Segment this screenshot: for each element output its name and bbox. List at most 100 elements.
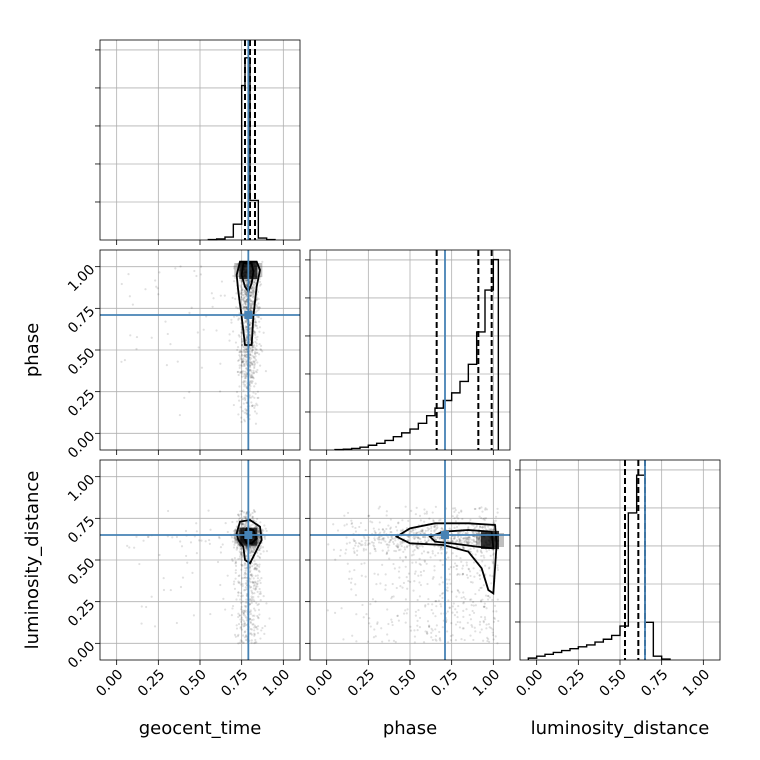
sample-point — [467, 539, 471, 542]
sample-point — [492, 519, 496, 523]
sample-point — [484, 528, 488, 531]
sample-point — [250, 357, 253, 360]
sample-point — [239, 516, 242, 520]
sample-point — [251, 302, 254, 306]
sample-point — [245, 291, 248, 294]
sample-point — [239, 551, 242, 554]
sample-point — [232, 403, 235, 407]
sample-point — [261, 350, 264, 353]
sample-point — [462, 627, 465, 630]
sample-point — [438, 536, 441, 540]
sample-point — [244, 302, 247, 306]
sample-point — [243, 589, 246, 592]
sample-point — [251, 374, 254, 377]
sample-point — [254, 588, 257, 591]
sample-point — [436, 526, 439, 529]
sample-point — [251, 614, 254, 617]
sample-point — [239, 279, 242, 282]
sample-point — [492, 552, 495, 555]
sample-point — [405, 546, 409, 549]
sample-point — [254, 574, 257, 577]
sample-point — [413, 641, 416, 644]
sample-point — [254, 581, 257, 584]
sample-point — [416, 540, 420, 543]
sample-point — [430, 527, 433, 530]
sample-point — [419, 583, 423, 587]
sample-point — [233, 633, 237, 636]
sample-point — [478, 537, 481, 540]
sample-point — [403, 546, 406, 549]
sample-point — [431, 511, 434, 514]
sample-point — [241, 350, 244, 354]
sample-point — [241, 554, 244, 557]
sample-point — [256, 614, 259, 618]
sample-point — [239, 370, 242, 374]
sample-point — [251, 565, 254, 568]
sample-point — [397, 544, 400, 547]
sample-point — [380, 627, 383, 630]
sample-point — [165, 364, 168, 367]
sample-point — [234, 297, 237, 300]
sample-point — [493, 604, 497, 607]
sample-point — [254, 585, 258, 588]
sample-point — [421, 528, 424, 531]
sample-point — [245, 401, 248, 404]
sample-point — [253, 323, 256, 326]
sample-point — [235, 525, 238, 528]
sample-point — [188, 311, 191, 314]
sample-point — [465, 608, 468, 611]
sample-point — [256, 590, 259, 593]
sample-point — [481, 526, 484, 529]
sample-point — [455, 544, 458, 548]
sample-point — [239, 598, 242, 601]
sample-point — [237, 318, 240, 321]
sample-point — [433, 525, 436, 528]
sample-point — [384, 540, 387, 543]
sample-point — [245, 279, 248, 282]
sample-point — [496, 598, 499, 601]
sample-point — [419, 570, 422, 574]
sample-point — [236, 346, 240, 349]
sample-point — [253, 357, 257, 360]
sample-point — [253, 641, 256, 645]
sample-point — [245, 395, 248, 398]
sample-point — [473, 626, 476, 629]
sample-point — [478, 507, 481, 510]
sample-point — [179, 265, 182, 268]
sample-point — [463, 638, 466, 642]
sample-point — [256, 517, 259, 521]
sample-point — [244, 582, 247, 585]
sample-point — [368, 622, 371, 625]
sample-point — [478, 536, 481, 539]
sample-point — [166, 332, 169, 336]
sample-point — [474, 543, 477, 546]
sample-point — [245, 592, 248, 596]
sample-point — [411, 528, 414, 531]
sample-point — [239, 627, 242, 630]
sample-point — [251, 581, 255, 585]
sample-point — [243, 411, 246, 414]
sample-point — [150, 336, 153, 339]
sample-point — [252, 344, 256, 347]
sample-point — [453, 517, 456, 520]
sample-point — [241, 564, 244, 567]
sample-point — [494, 635, 497, 638]
sample-point — [244, 547, 247, 550]
sample-point — [241, 563, 244, 567]
sample-point — [256, 527, 260, 531]
sample-point — [242, 522, 245, 525]
sample-point — [374, 548, 377, 551]
sample-point — [237, 591, 240, 594]
sample-point — [207, 509, 210, 512]
sample-point — [417, 574, 420, 577]
sample-point — [367, 542, 370, 545]
sample-point — [249, 309, 252, 312]
sample-point — [245, 522, 248, 525]
sample-point — [472, 638, 475, 642]
sample-point — [239, 618, 242, 621]
sample-point — [249, 330, 253, 333]
sample-point — [234, 561, 238, 564]
sample-point — [439, 548, 442, 551]
sample-point — [422, 532, 425, 535]
sample-point — [243, 288, 246, 292]
